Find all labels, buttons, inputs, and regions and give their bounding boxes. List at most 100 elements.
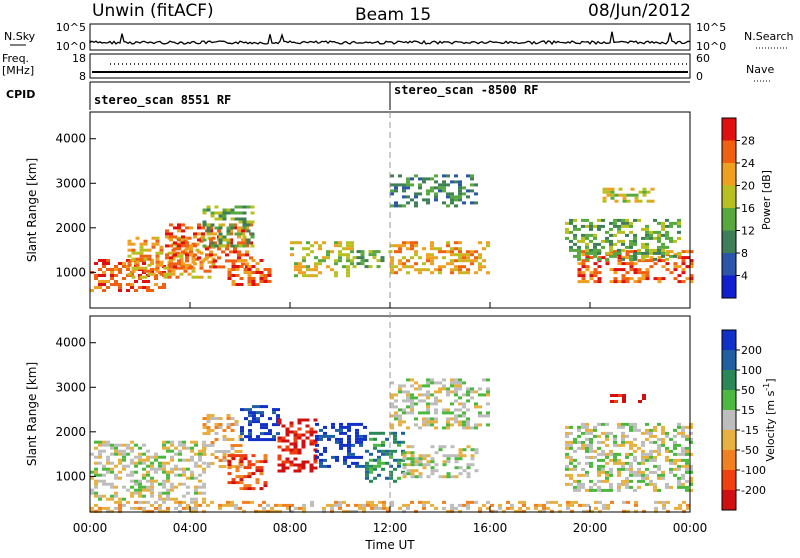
range-cell (446, 195, 450, 199)
range-cell (246, 220, 251, 224)
y-tick-label: 3000 (55, 380, 86, 394)
range-cell (689, 431, 693, 435)
range-cell (673, 434, 677, 438)
range-cell (573, 242, 577, 246)
range-cell (244, 435, 248, 439)
range-cell (263, 454, 268, 458)
range-cell (98, 452, 102, 456)
range-cell (474, 183, 478, 187)
range-cell (398, 414, 402, 418)
range-cell (426, 405, 430, 409)
range-cell (343, 425, 347, 429)
range-cell (138, 506, 142, 510)
range-cell (393, 467, 397, 471)
range-cell (187, 272, 192, 276)
range-cell (434, 174, 438, 178)
range-cell (309, 433, 314, 437)
range-cell (179, 257, 184, 261)
range-cell (263, 280, 268, 283)
range-cell (410, 472, 415, 476)
range-cell (243, 271, 248, 274)
colorbar-tick-label: 200 (741, 344, 762, 357)
range-cell (542, 506, 546, 510)
range-cell (625, 452, 629, 456)
range-cell (226, 208, 231, 212)
range-cell (601, 239, 605, 243)
range-cell (326, 250, 330, 254)
range-cell (442, 189, 446, 193)
range-cell (677, 443, 681, 447)
range-cell (470, 253, 474, 257)
range-cell (142, 458, 146, 462)
range-cell (260, 432, 264, 436)
range-cell (609, 458, 613, 462)
range-cell (310, 503, 314, 507)
range-cell (293, 457, 298, 461)
range-cell (231, 454, 236, 458)
range-cell (281, 466, 286, 470)
range-cell (259, 277, 264, 280)
range-cell (406, 393, 410, 397)
range-cell (211, 257, 216, 261)
range-cell (98, 473, 102, 477)
range-cell (326, 265, 330, 269)
range-cell (143, 242, 148, 246)
range-cell (185, 226, 189, 230)
range-cell (150, 464, 154, 468)
range-cell (390, 503, 394, 507)
range-cell (478, 393, 482, 397)
range-cell (351, 455, 355, 459)
range-cell (633, 239, 637, 243)
range-cell (178, 440, 182, 444)
range-cell (641, 254, 645, 258)
range-cell (629, 467, 633, 471)
range-cell (486, 393, 490, 397)
range-cell (313, 457, 318, 461)
range-cell (414, 204, 418, 208)
range-cell (574, 500, 578, 504)
range-cell (173, 226, 177, 230)
range-cell (581, 218, 585, 222)
range-cell (393, 434, 397, 438)
range-cell (102, 464, 106, 468)
range-cell (314, 274, 318, 278)
range-cell (402, 256, 406, 260)
range-cell (466, 390, 470, 394)
range-cell (334, 274, 338, 278)
range-cell (231, 262, 236, 265)
range-cell (155, 236, 160, 240)
range-cell (434, 396, 438, 400)
range-cell (309, 463, 314, 467)
range-cell (661, 443, 665, 447)
range-cell (338, 503, 342, 507)
range-cell (414, 387, 418, 391)
freq-right-label: Nave (746, 63, 774, 76)
range-cell (247, 280, 252, 283)
range-cell (310, 244, 314, 248)
range-cell (166, 491, 170, 495)
range-cell (355, 461, 359, 465)
range-cell (633, 233, 637, 237)
range-cell (442, 460, 447, 464)
range-cell (601, 464, 605, 468)
range-cell (661, 476, 665, 480)
range-cell (657, 236, 661, 240)
range-cell (681, 268, 686, 272)
range-cell (98, 268, 102, 271)
range-cell (249, 223, 253, 227)
range-cell (183, 266, 188, 270)
range-cell (173, 253, 177, 257)
range-cell (450, 253, 454, 257)
range-cell (685, 437, 689, 441)
range-cell (677, 425, 681, 429)
range-cell (202, 447, 207, 450)
range-cell (202, 449, 206, 453)
colorbar-swatch (722, 490, 736, 510)
range-cell (454, 204, 458, 208)
range-cell (565, 230, 569, 234)
range-cell (222, 238, 227, 242)
range-cell (625, 434, 629, 438)
range-cell (486, 402, 490, 406)
range-cell (378, 506, 382, 510)
range-cell (470, 426, 474, 430)
